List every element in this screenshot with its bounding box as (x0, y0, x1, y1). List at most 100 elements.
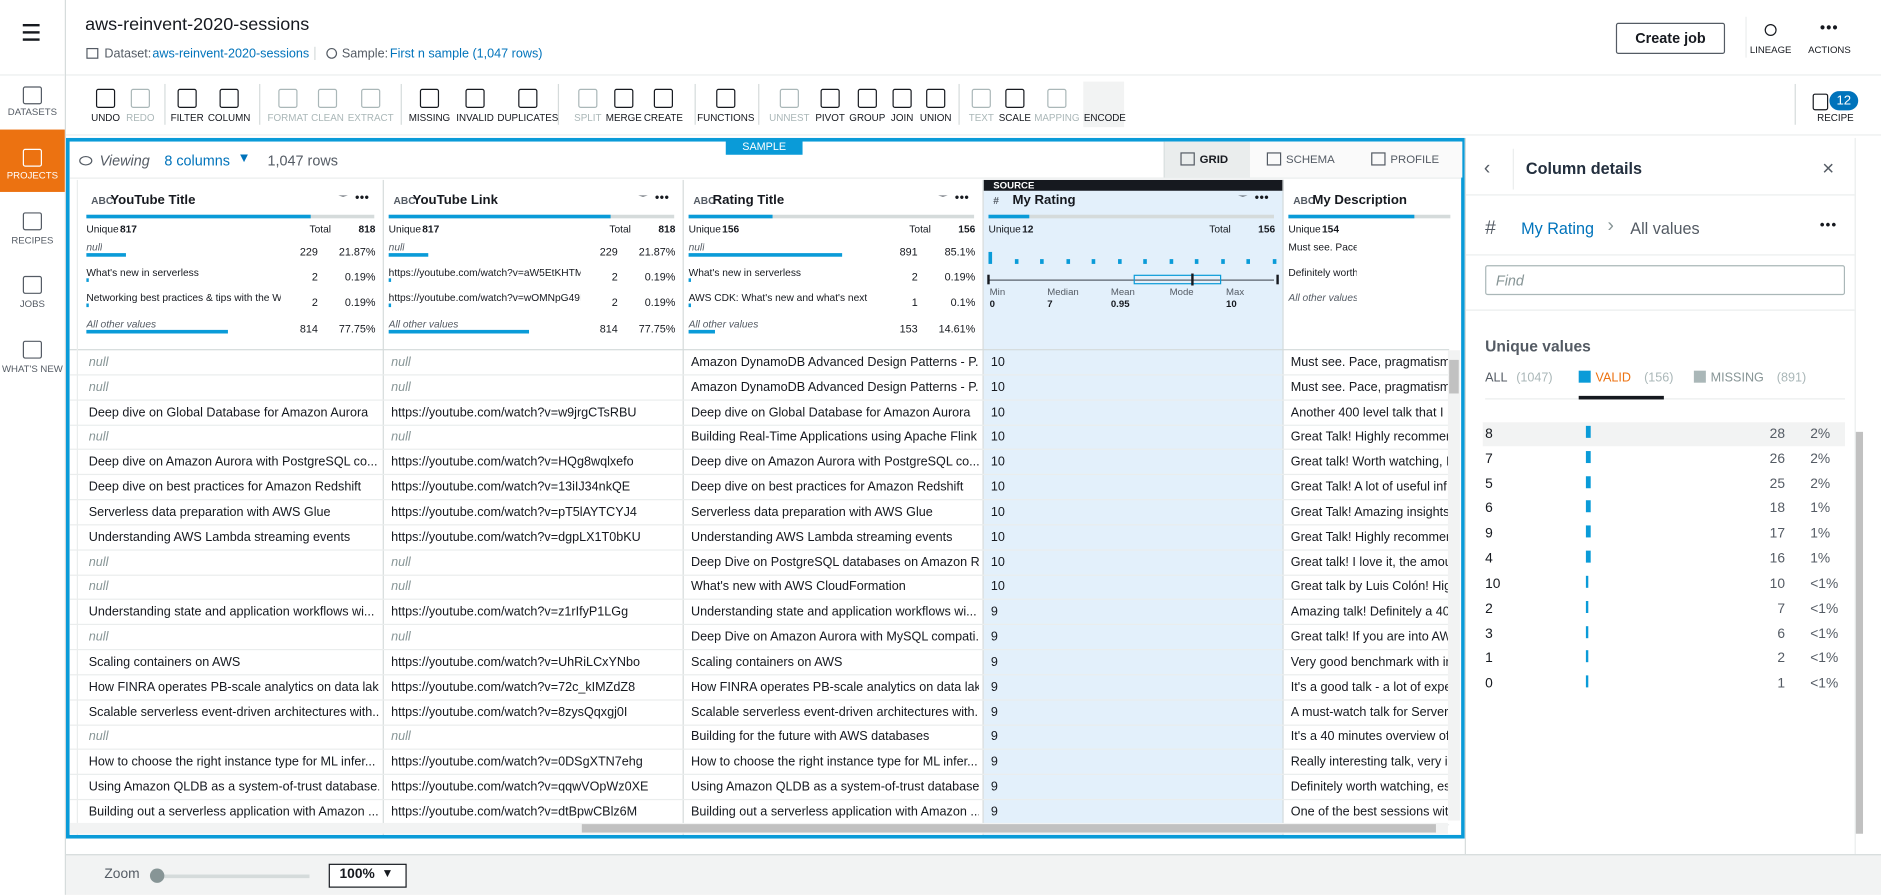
tool-icon (971, 88, 991, 108)
cell: 10 (990, 430, 1005, 445)
tool-button[interactable]: JOIN (890, 112, 914, 124)
top-percent: 0.19% (644, 271, 676, 284)
cell: https://youtube.com/watch?v=qqwVOpWz0XE (391, 779, 649, 795)
box-plot-median (1191, 273, 1194, 286)
section-title: Unique values (1485, 337, 1591, 356)
value-count: 16 (1769, 551, 1786, 567)
unique-value[interactable]: 6 (1485, 502, 1493, 517)
unique-value[interactable]: 5 (1485, 477, 1493, 492)
nav-item[interactable]: JOBS (19, 298, 45, 310)
sample-link[interactable]: First n sample (1,047 rows) (389, 46, 543, 62)
unique-value[interactable]: 9 (1485, 527, 1493, 542)
total-count: 818 (658, 223, 676, 236)
tool-button[interactable]: ENCODE (1083, 112, 1126, 124)
tool-button[interactable]: FUNCTIONS (697, 112, 755, 124)
cell: null (391, 554, 411, 570)
tab[interactable]: ALL (1485, 370, 1508, 386)
back-button[interactable]: ‹ (1483, 158, 1491, 179)
zoom-select[interactable] (328, 863, 407, 888)
cell: Amazing talk! Definitely a 40 (1290, 604, 1450, 620)
tool-button[interactable]: UNDO (91, 112, 121, 124)
dataset-link[interactable]: aws-reinvent-2020-sessions (152, 46, 310, 62)
cell: null (88, 729, 109, 745)
create-job-button[interactable]: Create job (1615, 22, 1726, 54)
cell: Must see. Pace, pragmatism, (1290, 355, 1454, 370)
tool-button[interactable]: CREATE (643, 112, 683, 124)
tool-button[interactable]: INVALID (456, 112, 494, 124)
close-button[interactable]: × (1822, 157, 1835, 180)
view-icon (1266, 152, 1282, 166)
column-name[interactable]: YouTube Link (412, 193, 498, 208)
tab-underline (1578, 395, 1664, 399)
value-percent: 2% (1810, 477, 1831, 492)
cell: Deep dive on Amazon Aurora with PostgreS… (690, 455, 979, 470)
unique-value[interactable]: 10 (1485, 576, 1501, 592)
tool-button[interactable]: MISSING (408, 112, 451, 124)
top-count: 2 (311, 296, 318, 309)
view-tab[interactable]: PROFILE (1390, 153, 1440, 167)
cell: https://youtube.com/watch?v=8zysQqxgj0I (391, 704, 628, 720)
breadcrumb-column[interactable]: My Rating (1521, 219, 1595, 238)
cell: How to choose the right instance type fo… (88, 754, 376, 770)
nav-item[interactable]: PROJECTS (6, 170, 58, 182)
top-count: 153 (899, 322, 918, 335)
tool-button[interactable]: SCALE (998, 112, 1031, 124)
recipe-button[interactable]: RECIPE (1817, 112, 1854, 124)
cell: Deep dive on Global Database for Amazon … (690, 405, 971, 420)
tab[interactable]: VALID (1595, 370, 1631, 386)
quality-bar (86, 214, 311, 219)
unique-value[interactable]: 8 (1485, 427, 1493, 442)
source-label: SOURCE (993, 179, 1035, 191)
tool-button[interactable]: FILTER (170, 112, 204, 124)
panel-menu[interactable]: ••• (1819, 218, 1838, 233)
divider (69, 177, 1462, 179)
tool-button[interactable]: MERGE (605, 112, 642, 124)
nav-item[interactable]: DATASETS (7, 106, 58, 118)
unique-value[interactable]: 1 (1485, 651, 1493, 667)
tool-button[interactable]: DUPLICATES (497, 112, 559, 124)
find-placeholder: Find (1495, 272, 1524, 290)
tool-icon (820, 88, 840, 108)
cell: 10 (990, 579, 1005, 595)
nav-item[interactable]: RECIPES (11, 235, 54, 246)
row-divider (69, 774, 1450, 776)
stat-value: 10 (1226, 298, 1237, 310)
find-input[interactable] (1485, 265, 1846, 296)
top-count: 814 (599, 322, 618, 335)
tool-button[interactable]: UNION (919, 112, 952, 124)
column-name[interactable]: YouTube Title (110, 193, 196, 208)
zoom-handle[interactable] (149, 868, 165, 883)
tool-button[interactable]: COLUMN (207, 112, 251, 124)
divider (1512, 148, 1514, 190)
columns-dropdown[interactable]: 8 columns (164, 152, 230, 170)
dataset-label: Dataset: (104, 46, 152, 62)
tool-button[interactable]: GROUP (849, 112, 886, 124)
unique-value[interactable]: 3 (1485, 626, 1493, 642)
column-name[interactable]: My Description (1312, 193, 1407, 208)
cell: Scalable serverless event-driven archite… (88, 704, 380, 720)
view-tab[interactable]: SCHEMA (1285, 153, 1335, 167)
divider (1465, 309, 1855, 311)
unique-value[interactable]: 4 (1485, 551, 1493, 567)
unique-value[interactable]: 2 (1485, 601, 1493, 617)
cell: Great Talk! Highly recommen (1290, 529, 1453, 545)
unique-value[interactable]: 7 (1485, 452, 1493, 467)
view-tab[interactable]: GRID (1199, 153, 1229, 167)
type-icon: # (993, 194, 999, 207)
lineage-button[interactable]: LINEAGE (1749, 44, 1792, 56)
column-name[interactable]: My Rating (1012, 193, 1076, 208)
tab-count: (156) (1644, 370, 1674, 386)
column-name[interactable]: Rating Title (712, 193, 785, 208)
histogram-tick (1040, 259, 1044, 264)
column-menu: ••• (355, 191, 370, 206)
tab[interactable]: MISSING (1710, 370, 1764, 386)
unique-value[interactable]: 0 (1485, 676, 1493, 692)
histogram-tick (1014, 259, 1018, 264)
actions-button[interactable]: ACTIONS (1808, 44, 1851, 56)
tool-button[interactable]: PIVOT (815, 112, 845, 124)
breadcrumb-scope: All values (1630, 219, 1700, 238)
nav-item[interactable]: WHAT'S NEW (1, 363, 63, 375)
filter-icon (638, 195, 648, 207)
quality-bar (988, 214, 1030, 219)
cell: https://youtube.com/watch?v=z1rIfyP1LGg (391, 604, 629, 620)
